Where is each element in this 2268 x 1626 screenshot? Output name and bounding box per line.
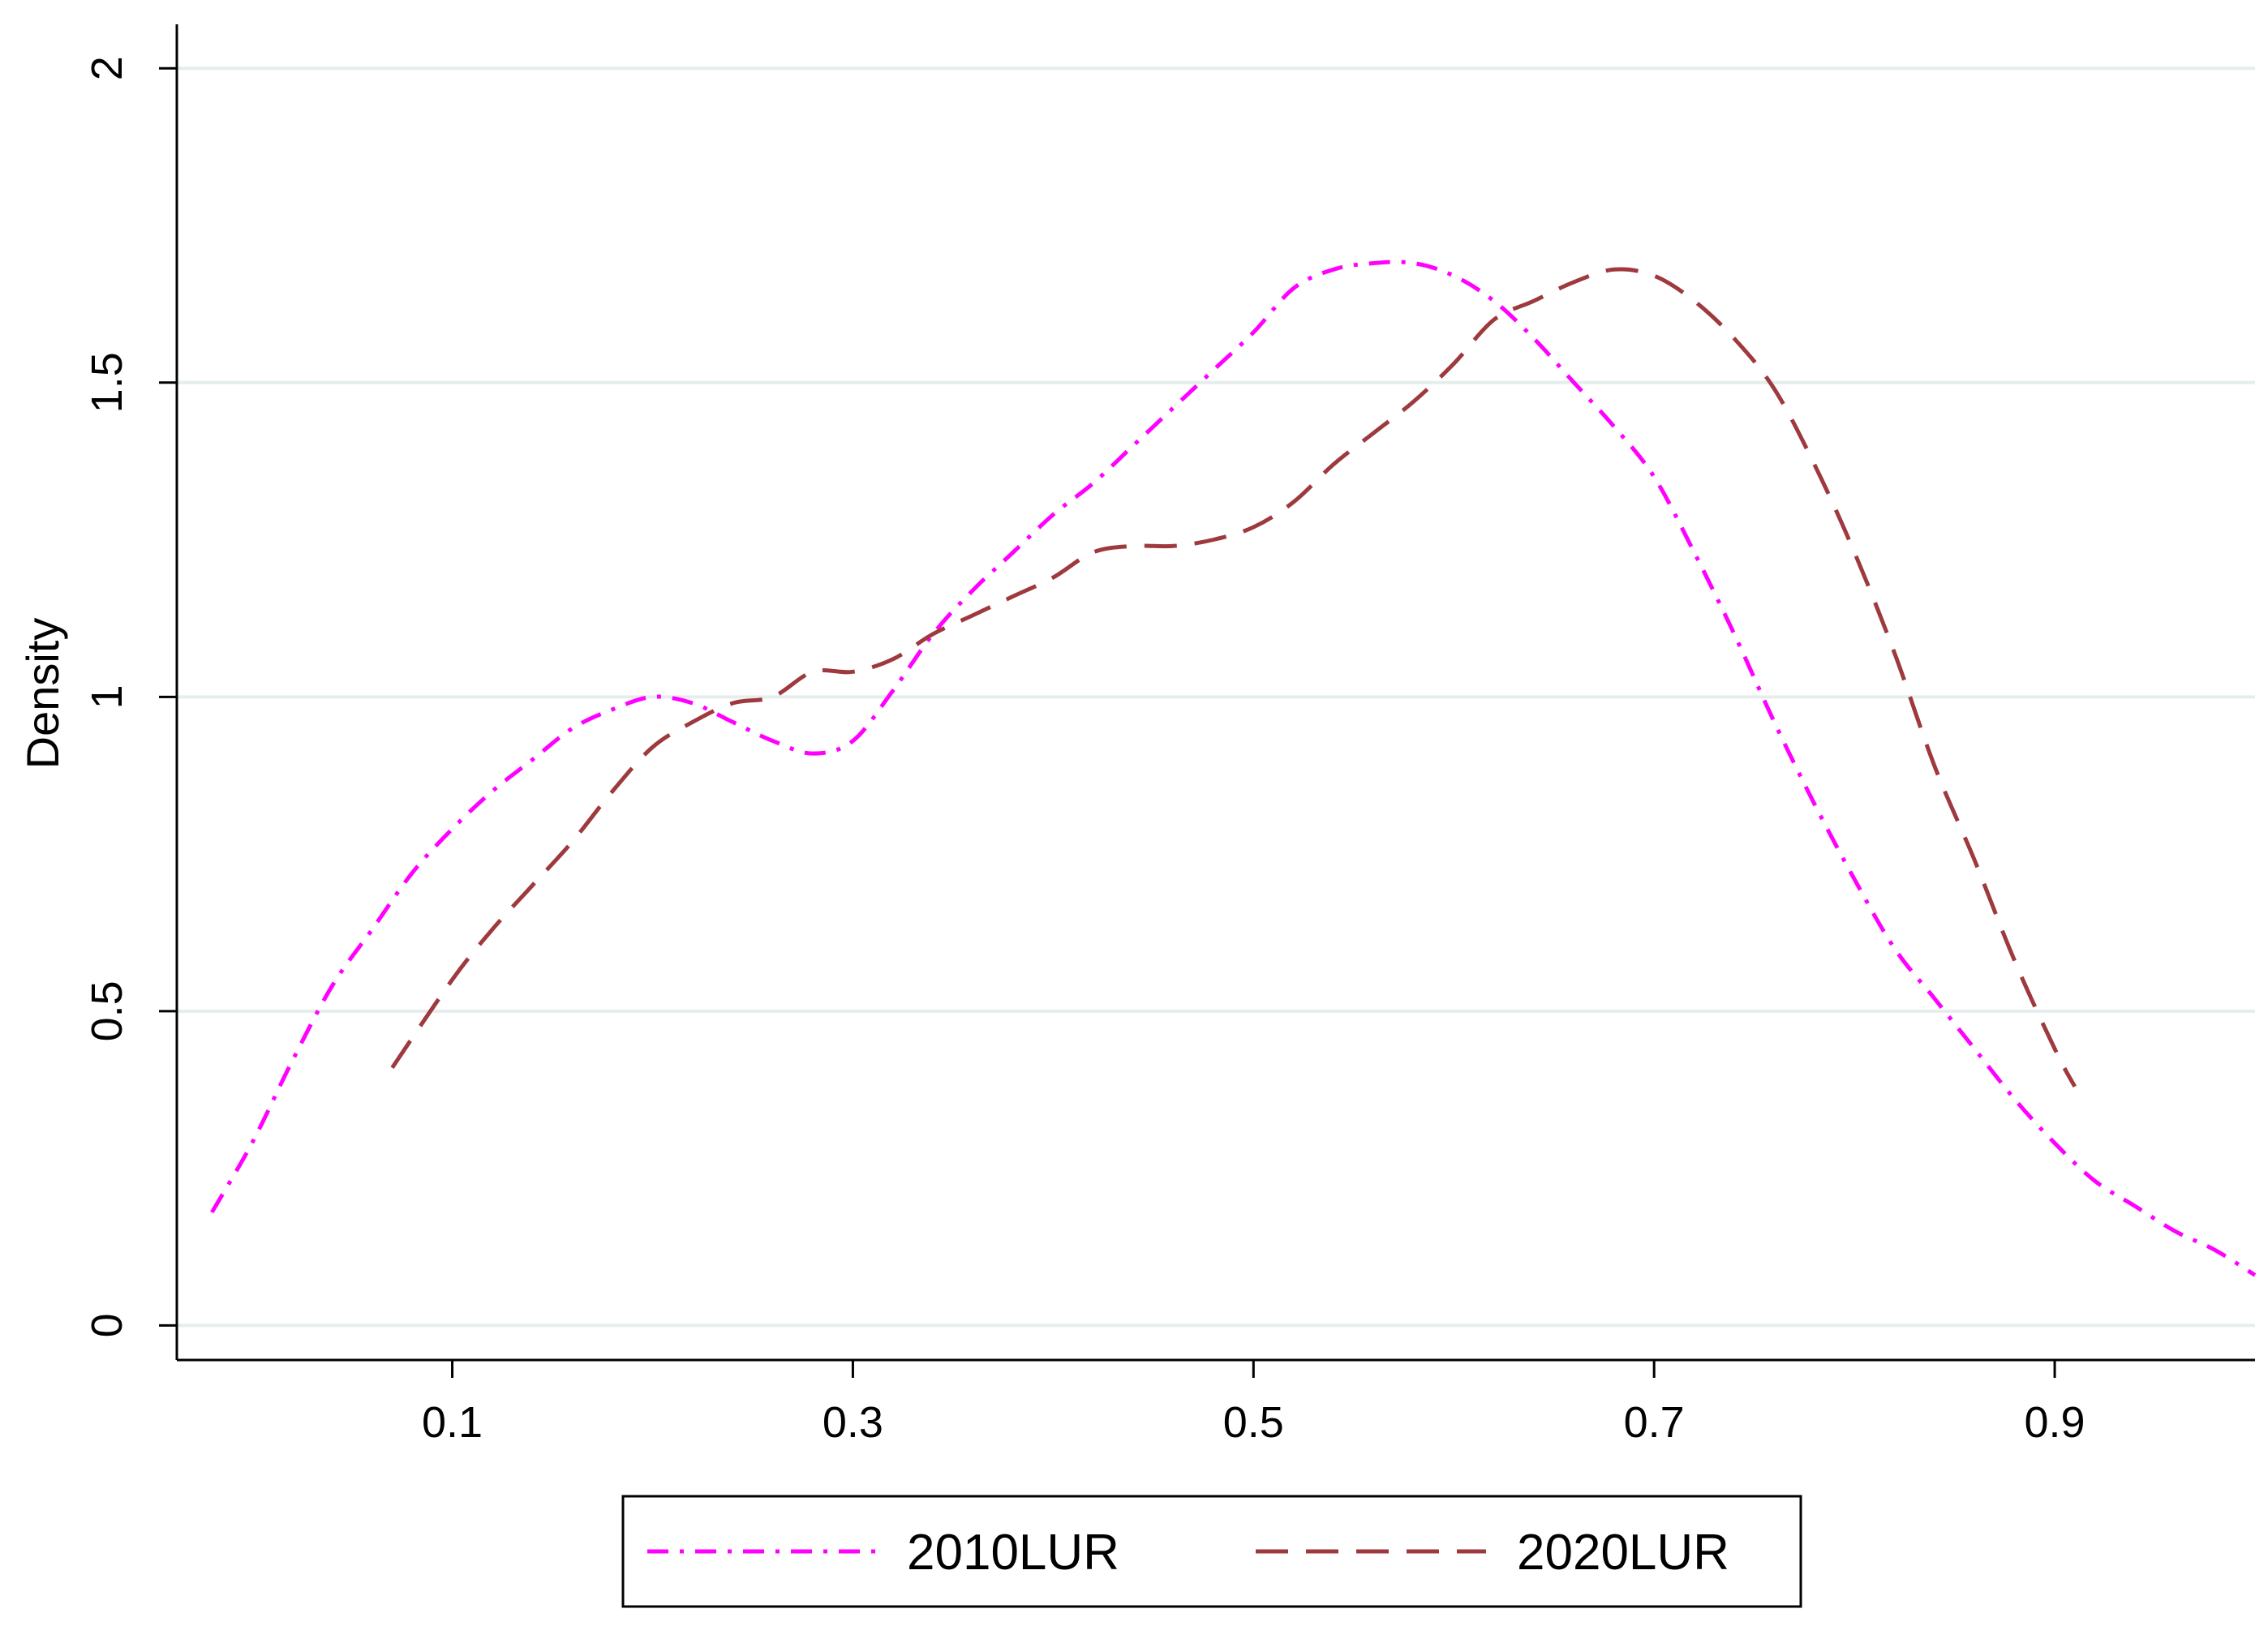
y-tick-label-1: 0.5 [83,980,131,1041]
gridlines [177,66,2255,1328]
legend-label-2020LUR: 2020LUR [1517,1525,1729,1581]
series-line-2020LUR [390,267,2077,1088]
y-axis-ticks: 0 0.5 1 1.5 2 [83,56,177,1337]
x-tick-label-4: 0.9 [2025,1398,2085,1447]
legend-label-2010LUR: 2010LUR [907,1525,1119,1581]
x-tick-label-0: 0.1 [422,1398,483,1447]
x-axis-ticks: 0.1 0.3 0.5 0.7 0.9 [422,1360,2085,1447]
y-tick-label-2: 1 [83,684,131,709]
series-lines [210,260,2257,1277]
y-tick-label-3: 1.5 [83,352,131,413]
legend: 2010LUR 2020LUR [621,1495,1802,1608]
x-tick-label-2: 0.5 [1223,1398,1284,1447]
legend-box [621,1495,1802,1608]
x-tick-label-1: 0.3 [823,1398,883,1447]
y-tick-label-0: 0 [83,1313,131,1337]
y-axis-title: Density [17,618,68,770]
y-tick-label-4: 2 [83,56,131,80]
x-tick-label-3: 0.7 [1624,1398,1685,1447]
axes [175,24,2255,1362]
series-line-2010LUR [210,260,2257,1277]
